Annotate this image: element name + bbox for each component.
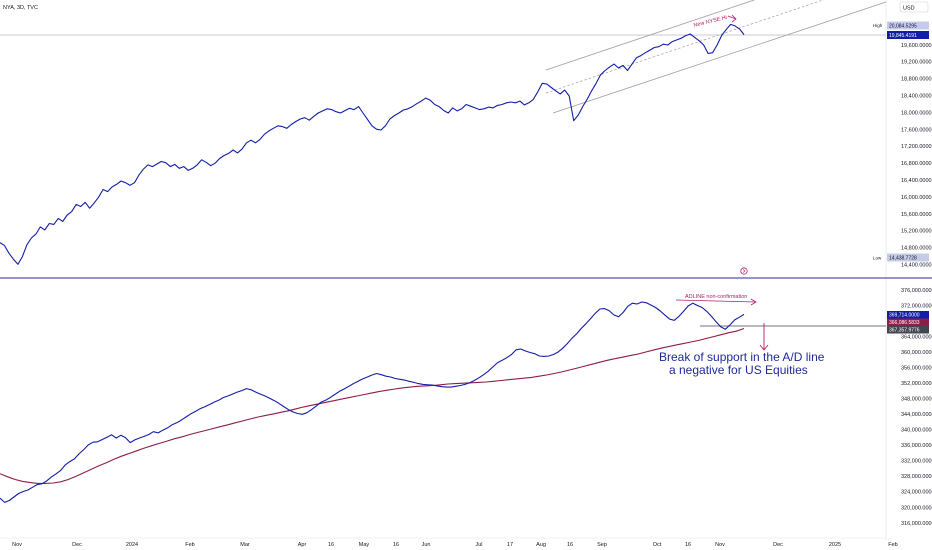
support-badge <box>887 326 929 334</box>
time-axis[interactable]: Nov Dec 2024 Feb Mar Apr 16 May 16 Jun Jul 17 Aug 16 S… <box>12 542 898 548</box>
main-y-tick-label: 16,000.0000 <box>901 195 932 201</box>
lower-y-tick-label: 356,000.0000 <box>901 365 932 371</box>
currency-label: USD <box>903 6 915 12</box>
symbol-title[interactable]: NYA, 3D, TVC <box>3 5 38 11</box>
new-high-annotation[interactable]: New NYSE Hi <box>693 15 728 29</box>
main-y-tick-label: 16,400.0000 <box>901 178 932 184</box>
main-pane[interactable]: 19,600.0000 19,200.0000 18,800.0000 18,400.… <box>0 0 932 275</box>
lower-y-tick-label: 344,000.0000 <box>901 412 932 418</box>
lower-y-tick-label: 360,000.0000 <box>901 350 932 356</box>
lower-pane[interactable]: 376,000.0000 372,000.0000 364,000.0000 360,… <box>0 288 932 527</box>
x-tick-label: 16 <box>328 542 334 548</box>
high-value: 20,084.5295 <box>889 24 917 30</box>
support-break-arrow-icon <box>759 323 769 351</box>
adline-last-badge <box>887 311 929 319</box>
nonconfirm-arrow-icon <box>675 298 757 306</box>
x-tick-label: Sep <box>597 542 607 548</box>
main-y-tick-label: 16,800.0000 <box>901 161 932 167</box>
main-y-tick-label: 18,000.0000 <box>901 110 932 116</box>
channel-upper-line[interactable] <box>545 0 766 71</box>
nonconfirm-annotation[interactable]: ADLINE non-confirmation <box>685 294 747 300</box>
lower-y-tick-label: 328,000.0000 <box>901 474 932 480</box>
currency-button[interactable] <box>899 1 929 13</box>
x-tick-label: Oct <box>653 542 662 548</box>
adline-series-line[interactable] <box>0 301 745 503</box>
x-tick-label: May <box>359 542 370 548</box>
lower-y-tick-label: 348,000.0000 <box>901 397 932 403</box>
low-value: 14,438.7728 <box>889 256 917 262</box>
x-tick-label: 2024 <box>126 542 138 548</box>
adline-last-value: 369,714.0000 <box>889 313 920 319</box>
x-tick-label: Nov <box>715 542 725 548</box>
break-annotation-line1[interactable]: Break of support in the A/D line <box>659 350 825 364</box>
low-label: Low <box>873 256 882 261</box>
ma-last-value: 366,086.5833 <box>889 320 920 326</box>
lower-y-tick-label: 340,000.0000 <box>901 428 932 434</box>
x-tick-label: Feb <box>888 542 897 548</box>
channel-lower-line[interactable] <box>552 1 887 114</box>
main-y-tick-label: 18,400.0000 <box>901 94 932 100</box>
main-y-tick-label: 15,200.0000 <box>901 229 932 235</box>
main-y-tick-label: 17,200.0000 <box>901 144 932 150</box>
event-marker-glyph <box>742 269 746 273</box>
last-price-badge <box>887 31 929 39</box>
x-tick-label: 16 <box>567 542 573 548</box>
main-y-tick-label: 18,800.0000 <box>901 77 932 83</box>
x-tick-label: 17 <box>507 542 513 548</box>
x-tick-label: 16 <box>685 542 691 548</box>
x-tick-label: Jun <box>422 542 431 548</box>
low-value-badge <box>887 253 929 262</box>
ma-last-badge <box>887 318 929 326</box>
event-marker-icon[interactable] <box>740 267 748 275</box>
lower-y-tick-label: 352,000.0000 <box>901 381 932 387</box>
x-tick-label: Nov <box>12 542 22 548</box>
break-annotation-line2[interactable]: a negative for US Equities <box>669 363 808 377</box>
lower-y-tick-label: 324,000.0000 <box>901 490 932 496</box>
main-y-tick-label: 19,600.0000 <box>901 43 932 49</box>
lower-y-tick-label: 316,000.0000 <box>901 521 932 527</box>
main-y-tick-label: 14,800.0000 <box>901 246 932 252</box>
high-value-badge <box>887 21 929 30</box>
support-value: 367,357.9776 <box>889 328 920 334</box>
main-price-axis[interactable]: 19,600.0000 19,200.0000 18,800.0000 18,400.… <box>901 43 932 269</box>
x-tick-label: Dec <box>773 542 783 548</box>
main-y-tick-label: 15,600.0000 <box>901 212 932 218</box>
lower-y-tick-label: 336,000.0000 <box>901 443 932 449</box>
x-tick-label: Mar <box>240 542 250 548</box>
x-tick-label: Aug <box>536 542 546 548</box>
high-label: High <box>873 23 883 28</box>
x-tick-label: 2025 <box>829 542 841 548</box>
new-high-arrow-icon <box>727 14 737 23</box>
lower-y-tick-label: 376,000.0000 <box>901 288 932 294</box>
ma-series-line[interactable] <box>0 327 745 484</box>
lower-y-tick-label: 320,000.0000 <box>901 505 932 511</box>
x-tick-label: Feb <box>185 542 194 548</box>
main-y-tick-label: 17,600.0000 <box>901 127 932 133</box>
x-tick-label: Apr <box>298 542 307 548</box>
main-y-tick-label: 19,200.0000 <box>901 60 932 66</box>
x-tick-label: Dec <box>72 542 82 548</box>
lower-y-tick-label: 372,000.0000 <box>901 303 932 309</box>
x-tick-label: Jul <box>475 542 482 548</box>
channel-middle-line[interactable] <box>545 0 826 94</box>
main-y-tick-label: 14,400.0000 <box>901 263 932 269</box>
lower-y-tick-label: 364,000.0000 <box>901 334 932 340</box>
last-price-value: 19,845.4191 <box>889 33 917 39</box>
lower-y-tick-label: 332,000.0000 <box>901 459 932 465</box>
price-series-line[interactable] <box>0 23 745 265</box>
x-tick-label: 16 <box>393 542 399 548</box>
lower-price-axis[interactable]: 376,000.0000 372,000.0000 364,000.0000 360,… <box>901 288 932 527</box>
